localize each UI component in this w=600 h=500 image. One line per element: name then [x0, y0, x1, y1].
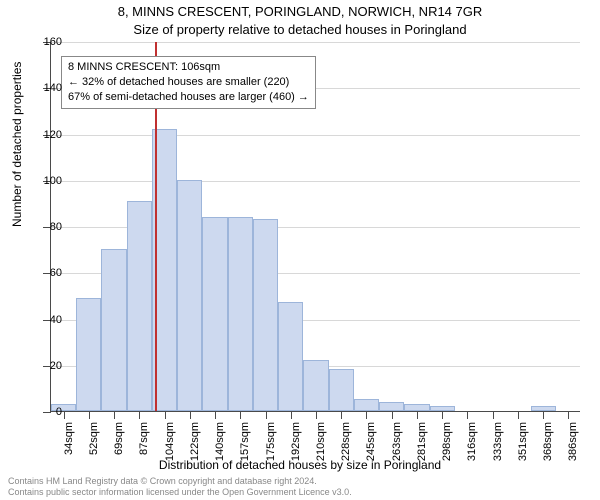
- x-tick: [165, 411, 166, 419]
- plot-area: 8 MINNS CRESCENT: 106sqm ← 32% of detach…: [50, 42, 580, 412]
- histogram-bar: [278, 302, 303, 411]
- grid-line: [51, 42, 580, 43]
- x-tick-label: 368sqm: [542, 422, 554, 462]
- y-tick-label: 60: [50, 267, 62, 279]
- x-tick-label: 245sqm: [365, 422, 377, 462]
- histogram-bar: [202, 217, 227, 411]
- histogram-bar: [253, 219, 278, 411]
- x-axis-label: Distribution of detached houses by size …: [0, 458, 600, 472]
- x-tick-label: 263sqm: [391, 422, 403, 462]
- x-tick: [266, 411, 267, 419]
- x-tick-label: 228sqm: [340, 422, 352, 462]
- x-tick-label: 34sqm: [63, 422, 75, 462]
- annotation-line1: 8 MINNS CRESCENT: 106sqm: [68, 60, 309, 75]
- y-tick-label: 140: [44, 82, 62, 94]
- histogram-bar: [303, 360, 328, 411]
- x-tick: [568, 411, 569, 419]
- x-tick-label: 351sqm: [517, 422, 529, 462]
- x-tick: [543, 411, 544, 419]
- histogram-bar: [51, 404, 76, 411]
- histogram-bar: [329, 369, 354, 411]
- histogram-bar: [379, 402, 404, 411]
- x-tick-label: 157sqm: [239, 422, 251, 462]
- y-tick-label: 20: [50, 360, 62, 372]
- y-tick-label: 40: [50, 314, 62, 326]
- y-tick-label: 160: [44, 36, 62, 48]
- grid-line: [51, 181, 580, 182]
- y-axis-label: Number of detached properties: [10, 62, 24, 227]
- y-tick-label: 0: [56, 406, 62, 418]
- x-tick: [190, 411, 191, 419]
- x-tick-label: 52sqm: [88, 422, 100, 462]
- x-tick: [518, 411, 519, 419]
- histogram-bar: [404, 404, 429, 411]
- x-tick-label: 316sqm: [466, 422, 478, 462]
- y-tick: [43, 412, 51, 413]
- x-tick: [89, 411, 90, 419]
- x-tick: [139, 411, 140, 419]
- x-tick: [493, 411, 494, 419]
- y-tick-label: 120: [44, 129, 62, 141]
- x-tick: [392, 411, 393, 419]
- histogram-bar: [354, 399, 379, 411]
- x-tick: [240, 411, 241, 419]
- annotation-box: 8 MINNS CRESCENT: 106sqm ← 32% of detach…: [61, 56, 316, 109]
- x-tick-label: 386sqm: [567, 422, 579, 462]
- chart-container: 8, MINNS CRESCENT, PORINGLAND, NORWICH, …: [0, 0, 600, 500]
- x-tick-label: 69sqm: [113, 422, 125, 462]
- chart-subtitle: Size of property relative to detached ho…: [0, 22, 600, 37]
- annotation-line2: ← 32% of detached houses are smaller (22…: [68, 75, 309, 90]
- x-tick: [467, 411, 468, 419]
- histogram-bar: [177, 180, 202, 411]
- y-tick-label: 80: [50, 221, 62, 233]
- x-tick-label: 104sqm: [164, 422, 176, 462]
- x-tick-label: 122sqm: [189, 422, 201, 462]
- x-tick-label: 175sqm: [265, 422, 277, 462]
- x-tick-label: 333sqm: [492, 422, 504, 462]
- x-tick-label: 210sqm: [315, 422, 327, 462]
- x-tick-label: 298sqm: [441, 422, 453, 462]
- x-tick: [417, 411, 418, 419]
- x-tick-label: 281sqm: [416, 422, 428, 462]
- grid-line: [51, 135, 580, 136]
- y-tick-label: 100: [44, 175, 62, 187]
- histogram-bar: [127, 201, 152, 411]
- histogram-bar: [101, 249, 126, 411]
- footer-line2: Contains public sector information licen…: [8, 487, 352, 498]
- x-tick: [291, 411, 292, 419]
- chart-title: 8, MINNS CRESCENT, PORINGLAND, NORWICH, …: [0, 4, 600, 19]
- x-tick: [366, 411, 367, 419]
- x-tick: [215, 411, 216, 419]
- x-tick: [442, 411, 443, 419]
- x-tick: [114, 411, 115, 419]
- x-tick-label: 140sqm: [214, 422, 226, 462]
- x-tick-label: 87sqm: [138, 422, 150, 462]
- histogram-bar: [76, 298, 101, 411]
- histogram-bar: [228, 217, 253, 411]
- x-tick: [316, 411, 317, 419]
- annotation-line3: 67% of semi-detached houses are larger (…: [68, 90, 309, 105]
- footer-line1: Contains HM Land Registry data © Crown c…: [8, 476, 352, 487]
- x-tick: [64, 411, 65, 419]
- x-tick: [341, 411, 342, 419]
- x-tick-label: 192sqm: [290, 422, 302, 462]
- footer-attribution: Contains HM Land Registry data © Crown c…: [8, 476, 352, 498]
